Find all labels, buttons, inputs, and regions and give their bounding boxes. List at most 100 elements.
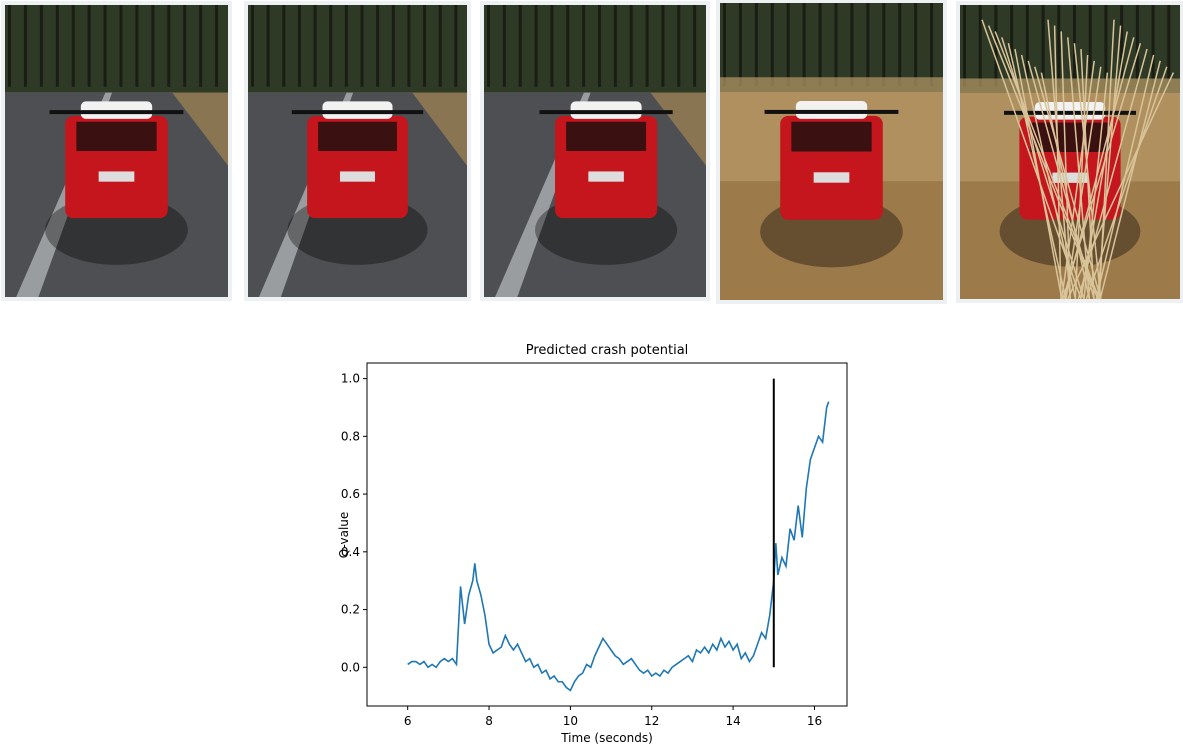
tree-trunk [646, 5, 649, 87]
tree-trunk [1167, 5, 1170, 87]
tree-trunk [866, 3, 869, 86]
photo-strip [1, 0, 1183, 304]
car-window [318, 122, 397, 151]
tree-trunk [614, 5, 617, 87]
x-axis-label: Time (seconds) [560, 731, 653, 745]
car-spoiler [292, 110, 423, 114]
photo [480, 1, 710, 301]
x-tick-label: 6 [404, 714, 412, 728]
tree-trunk [771, 3, 774, 86]
tree-trunk [329, 5, 332, 87]
x-tick-label: 16 [807, 714, 822, 728]
tree-trunk [582, 5, 585, 87]
tree-trunk [755, 3, 758, 86]
tree-trunk [1120, 5, 1123, 87]
y-tick-label: 0.4 [341, 545, 360, 559]
tree-trunk [487, 5, 490, 87]
tree-trunk [1057, 5, 1060, 87]
figure: Predicted crash potential Time (seconds)… [0, 0, 1183, 746]
tree-trunk [550, 5, 553, 87]
plate [99, 171, 135, 181]
tree-trunk [314, 5, 317, 87]
tree-trunk [850, 3, 853, 86]
tree-trunk [298, 5, 301, 87]
car-spoiler [540, 110, 673, 114]
tree-trunk [423, 5, 426, 87]
tree-trunk [914, 3, 917, 86]
car-spoiler [50, 110, 184, 114]
tree-trunk [677, 5, 680, 87]
car-window [791, 122, 871, 152]
x-tick-label: 8 [485, 714, 493, 728]
tree-trunk [882, 3, 885, 86]
tree-trunk [1152, 5, 1155, 87]
sky-trees [248, 5, 467, 93]
tree-trunk [183, 5, 186, 87]
plot-frame [367, 363, 847, 706]
tree-trunk [693, 5, 696, 87]
tree-trunk [819, 3, 822, 86]
tree-trunk [215, 5, 218, 87]
car-window [566, 122, 646, 151]
tree-trunk [376, 5, 379, 87]
photo [244, 1, 471, 301]
tree-trunk [199, 5, 202, 87]
y-tick-label: 0.6 [341, 487, 360, 501]
sky-trees [484, 5, 706, 93]
tree-trunk [267, 5, 270, 87]
tree-trunk [598, 5, 601, 87]
tree-trunk [345, 5, 348, 87]
tree-trunk [361, 5, 364, 87]
tree-trunk [535, 5, 538, 87]
tree-trunk [1089, 5, 1092, 87]
x-tick-label: 14 [725, 714, 740, 728]
data-line [408, 402, 829, 691]
tree-trunk [56, 5, 59, 87]
tree-trunk [630, 5, 633, 87]
tree-trunk [88, 5, 91, 87]
tree-trunk [40, 5, 43, 87]
sky-trees [5, 5, 228, 93]
tree-trunk [803, 3, 806, 86]
plate [814, 172, 850, 182]
page: Predicted crash potential Time (seconds)… [0, 0, 1183, 750]
tree-trunk [519, 5, 522, 87]
tree-trunk [787, 3, 790, 86]
car-spoiler [765, 110, 899, 114]
y-tick-label: 0.0 [341, 660, 360, 674]
tree-trunk [392, 5, 395, 87]
tree-trunk [439, 5, 442, 87]
tree-trunk [661, 5, 664, 87]
photo [716, 0, 947, 304]
y-tick-label: 0.2 [341, 603, 360, 617]
tree-trunk [835, 3, 838, 86]
photo [956, 1, 1183, 303]
tree-trunk [503, 5, 506, 87]
tree-trunk [566, 5, 569, 87]
tree-trunk [898, 3, 901, 86]
tree-trunk [8, 5, 11, 87]
tree-trunk [963, 5, 966, 87]
tree-trunk [120, 5, 123, 87]
x-tick-label: 10 [563, 714, 578, 728]
y-tick-label: 1.0 [341, 372, 360, 386]
tree-trunk [979, 5, 982, 87]
plate [588, 171, 624, 181]
photo [1, 1, 232, 301]
tree-trunk [739, 3, 742, 86]
tree-trunk [24, 5, 27, 87]
tree-trunk [1136, 5, 1139, 87]
tree-trunk [104, 5, 107, 87]
tree-trunk [251, 5, 254, 87]
tree-trunk [454, 5, 457, 87]
tree-trunk [167, 5, 170, 87]
tree-trunk [930, 3, 933, 86]
tree-trunk [151, 5, 154, 87]
x-tick-label: 12 [644, 714, 659, 728]
tree-trunk [407, 5, 410, 87]
tree-trunk [282, 5, 285, 87]
plate [340, 171, 375, 181]
tree-trunk [72, 5, 75, 87]
car-window [76, 122, 156, 151]
tree-trunk [135, 5, 138, 87]
